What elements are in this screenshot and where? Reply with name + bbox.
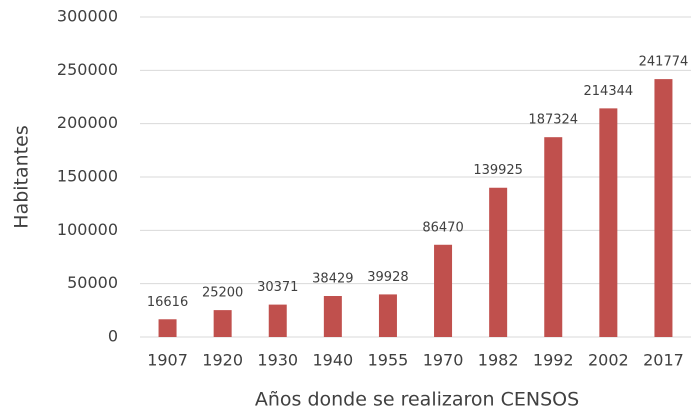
data-label: 25200	[202, 286, 243, 301]
bar	[323, 296, 342, 337]
y-tick-label: 300000	[57, 7, 118, 26]
x-tick-label: 1907	[147, 351, 188, 370]
data-label: 16616	[147, 295, 188, 310]
data-label: 30371	[257, 280, 298, 295]
data-label: 139925	[473, 163, 523, 178]
x-tick-label: 2002	[588, 351, 629, 370]
y-tick-label: 200000	[57, 113, 118, 132]
data-label: 187324	[528, 113, 578, 128]
y-tick-label: 0	[108, 327, 118, 346]
bar	[213, 310, 232, 337]
y-tick-label: 100000	[57, 220, 118, 239]
bar	[599, 108, 618, 338]
data-label: 214344	[584, 84, 634, 99]
bar	[434, 244, 453, 337]
x-tick-label: 1992	[533, 351, 574, 370]
x-tick-label: 2017	[643, 351, 684, 370]
x-axis-label: Años donde se realizaron CENSOS	[255, 389, 579, 411]
bar	[544, 137, 563, 337]
x-tick-label: 1970	[423, 351, 464, 370]
data-label: 38429	[312, 272, 353, 287]
data-label: 241774	[639, 55, 689, 70]
x-tick-label: 1982	[478, 351, 519, 370]
x-tick-label: 1920	[202, 351, 243, 370]
bar	[158, 319, 177, 337]
y-tick-label: 150000	[57, 167, 118, 186]
bar	[268, 304, 287, 337]
data-label: 86470	[422, 220, 463, 235]
bar	[378, 294, 397, 337]
y-tick-label: 50000	[67, 273, 118, 292]
x-tick-label: 1930	[257, 351, 298, 370]
x-tick-label: 1955	[368, 351, 409, 370]
y-tick-label: 250000	[57, 60, 118, 79]
bar	[654, 79, 673, 338]
data-label: 39928	[367, 270, 408, 285]
y-axis-label: Habitantes	[11, 125, 33, 228]
bar	[489, 187, 508, 337]
x-tick-label: 1940	[312, 351, 353, 370]
